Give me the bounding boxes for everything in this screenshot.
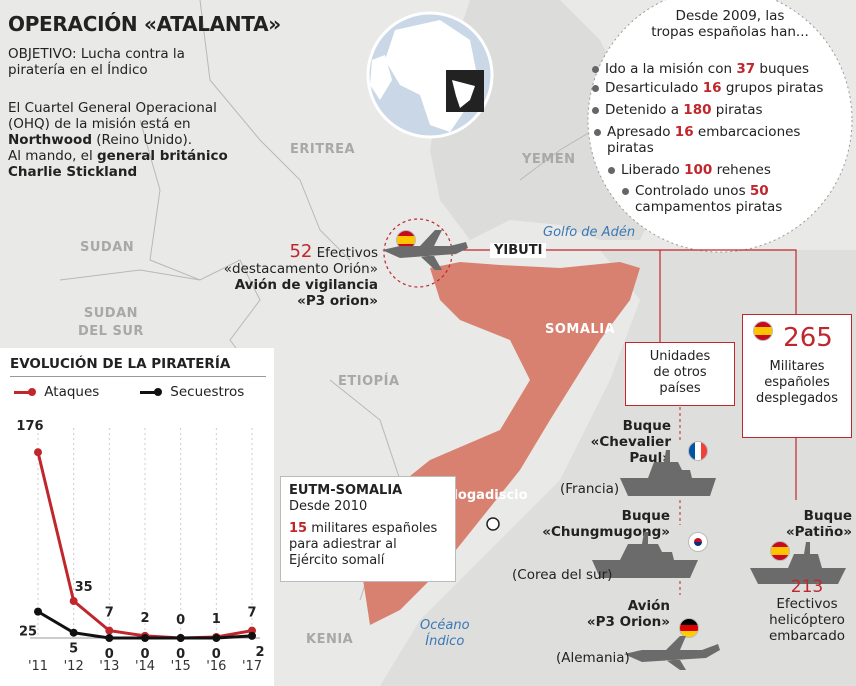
data-point-secuestros	[34, 607, 42, 616]
chart-title: EVOLUCIÓN DE LA PIRATERÍA	[10, 356, 231, 372]
data-point-secuestros	[212, 634, 221, 642]
data-label-ataques: 7	[247, 606, 256, 621]
data-label-secuestros: 2	[255, 645, 264, 660]
chevalier-country: (Francia)	[560, 481, 620, 497]
label-ocean: Océano Índico	[420, 618, 470, 649]
data-label-ataques: 1	[212, 612, 221, 627]
p3-plane-icon	[382, 230, 468, 270]
globe-icon	[366, 11, 494, 139]
bullet-icon	[592, 84, 599, 92]
stat-item-hostages: Liberado 100 rehenes	[608, 162, 771, 178]
patino-label: Buque «Patiño»	[785, 508, 852, 540]
ship-patino-icon	[750, 542, 846, 584]
data-point-ataques	[105, 626, 114, 635]
legend-secuestros: Secuestros	[140, 384, 244, 400]
data-point-secuestros	[141, 634, 149, 642]
label-eritrea: ERITREA	[290, 142, 356, 157]
stat-item-pirates: Detenido a 180 piratas	[592, 102, 763, 118]
objective-text: OBJETIVO: Lucha contra la piratería en el…	[8, 46, 185, 78]
korea-flag-icon	[688, 532, 708, 552]
x-tick-label: '11	[28, 659, 48, 674]
ship-chevalier-icon	[620, 450, 716, 496]
spain-flag-icon	[753, 321, 773, 341]
bullet-icon	[594, 128, 601, 136]
data-label-secuestros: 5	[69, 642, 78, 657]
bullet-icon	[592, 106, 599, 114]
data-label-ataques: 0	[176, 613, 185, 628]
patino-text: 213 Efectivos helicóptero embarcado	[768, 577, 846, 644]
label-somalia: SOMALIA	[545, 322, 616, 337]
x-tick-label: '13	[99, 659, 119, 674]
data-label-secuestros: 25	[19, 625, 37, 640]
x-tick-label: '17	[242, 659, 262, 674]
x-tick-label: '16	[206, 659, 226, 674]
x-tick-label: '12	[64, 659, 84, 674]
chevalier-label: Buque «Chevalier Paul»	[590, 418, 671, 466]
data-point-secuestros	[69, 628, 78, 637]
label-etiopia: ETIOPÍA	[338, 374, 400, 389]
bullet-icon	[592, 65, 599, 73]
others-box: Unidades de otros países	[625, 342, 735, 406]
data-label-ataques: 176	[16, 419, 43, 434]
spain-box: 265 Militares españoles desplegados	[742, 314, 852, 438]
data-label-ataques: 2	[140, 611, 149, 626]
data-label-secuestros: 0	[140, 647, 149, 662]
france-flag-icon	[688, 441, 708, 461]
x-tick-label: '15	[171, 659, 191, 674]
label-gulf: Golfo de Adén	[543, 225, 636, 240]
label-yibuti: YIBUTI	[490, 243, 547, 258]
page-title: OPERACIÓN «ATALANTA»	[8, 12, 281, 36]
data-label-secuestros: 0	[105, 647, 114, 662]
label-kenia: KENIA	[306, 632, 354, 647]
label-sudan: SUDAN	[80, 240, 135, 255]
mogadiscio-marker	[486, 517, 500, 531]
spain-flag-patino-icon	[770, 541, 790, 561]
eutm-box: EUTM-SOMALIA Desde 2010 15 militares esp…	[280, 476, 456, 582]
data-point-ataques	[69, 597, 78, 606]
chungmugong-country: (Corea del sur)	[512, 567, 613, 583]
chungmugong-label: Buque «Chungmugong»	[542, 508, 670, 540]
p3-germany-label: Avión «P3 Orion»	[586, 598, 670, 630]
legend-ataques: Ataques	[14, 384, 99, 400]
stat-item-groups: Desarticulado 16 grupos piratas	[592, 80, 823, 96]
label-sudan-sur: SUDAN DEL SUR	[78, 306, 144, 339]
orion-text: 52 Efectivos «destacamento Orión» Avión …	[223, 241, 378, 310]
ship-chungmugong-icon	[592, 532, 698, 578]
p3-germany-plane-icon	[624, 636, 720, 670]
data-label-ataques: 7	[105, 606, 114, 621]
data-label-secuestros: 0	[176, 647, 185, 662]
label-mogadiscio: Mogadiscio	[445, 488, 528, 503]
stat-item-camps: Controlado unos 50 campamentos piratas	[622, 183, 782, 215]
data-point-secuestros	[176, 634, 185, 642]
x-tick-label: '14	[135, 659, 155, 674]
hq-text: El Cuartel General Operacional (OHQ) de …	[8, 100, 228, 180]
label-yemen: YEMEN	[522, 152, 576, 167]
bullet-icon	[622, 187, 629, 195]
data-point-ataques	[34, 448, 42, 457]
germany-flag-icon	[679, 618, 699, 638]
since-header: Desde 2009, las tropas españolas han...	[651, 8, 809, 40]
data-label-secuestros: 0	[212, 647, 221, 662]
data-label-ataques: 35	[75, 580, 93, 595]
piracy-chart-panel: EVOLUCIÓN DE LA PIRATERÍA Ataques Secues…	[0, 348, 274, 686]
stat-item-boats: Apresado 16 embarcaciones piratas	[594, 124, 800, 156]
stat-item-ships: Ido a la misión con 37 buques	[592, 61, 809, 77]
piracy-line-chart: '11 '12 '13 '14 '15 '16 '17 176 35 7 2 0 1 7 25 5 0 0 0 0 2	[16, 419, 264, 674]
data-point-secuestros	[105, 634, 114, 642]
bullet-icon	[608, 166, 615, 174]
p3-germany-country: (Alemania)	[556, 650, 630, 666]
data-point-secuestros	[248, 631, 256, 640]
